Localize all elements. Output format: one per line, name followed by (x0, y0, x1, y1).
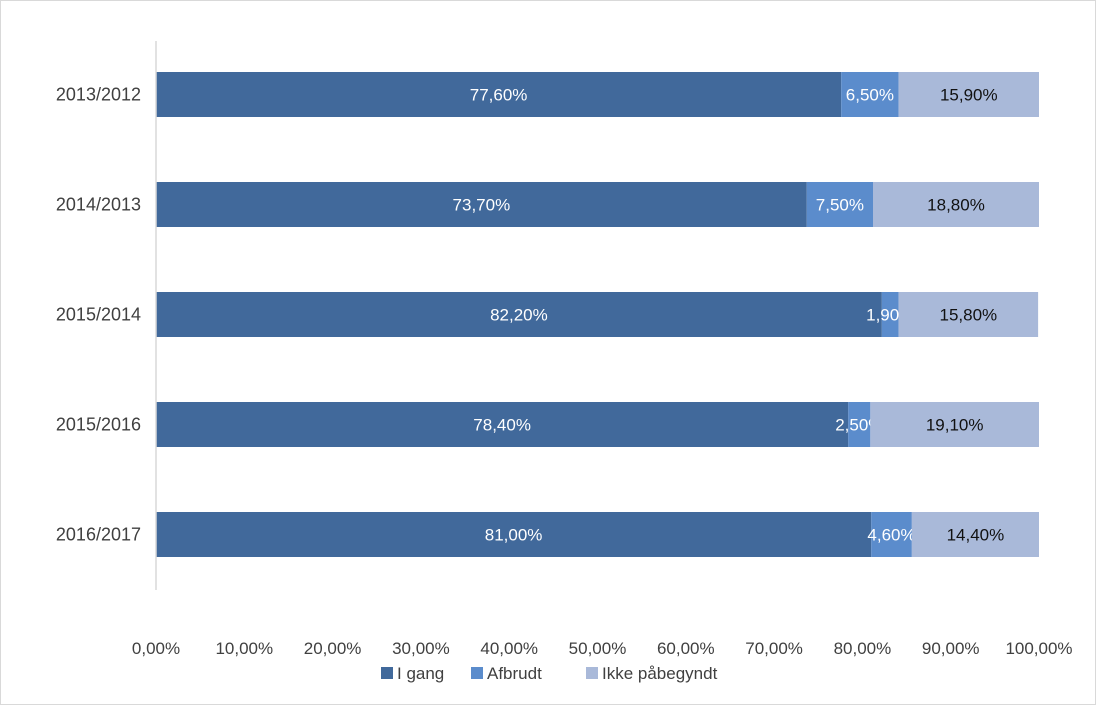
bar-segment (841, 72, 899, 117)
x-tick-label: 90,00% (922, 639, 980, 658)
x-tick-label: 70,00% (745, 639, 803, 658)
category-label: 2015/2014 (56, 305, 141, 325)
data-label: 78,40% (473, 416, 531, 435)
legend-label: Ikke påbegyndt (602, 664, 718, 683)
bar-segment (806, 182, 873, 227)
x-tick-label: 20,00% (304, 639, 362, 658)
bar-segment (156, 292, 882, 337)
data-label: 82,20% (490, 306, 548, 325)
data-label: 14,40% (947, 526, 1005, 545)
bar-segment (870, 402, 1039, 447)
bar-segment (881, 292, 899, 337)
bar-segment (156, 402, 849, 447)
data-label: 7,50% (816, 196, 864, 215)
legend-swatch (471, 667, 483, 679)
x-tick-label: 80,00% (834, 639, 892, 658)
data-label: 73,70% (453, 196, 511, 215)
data-label: 18,80% (927, 196, 985, 215)
category-label: 2014/2013 (56, 195, 141, 215)
bar-segment (871, 512, 912, 557)
bar-segment (898, 72, 1039, 117)
legend-label: I gang (397, 664, 444, 683)
category-label: 2015/2016 (56, 415, 141, 435)
data-label: 19,10% (926, 416, 984, 435)
legend-swatch (586, 667, 598, 679)
data-label: 15,80% (940, 306, 998, 325)
data-label: 6,50% (846, 86, 894, 105)
bar-segment (848, 402, 871, 447)
legend-swatch (381, 667, 393, 679)
data-label: 15,90% (940, 86, 998, 105)
data-label: 4,60% (867, 526, 915, 545)
x-tick-label: 50,00% (569, 639, 627, 658)
bar-segment (156, 512, 872, 557)
x-tick-label: 0,00% (132, 639, 180, 658)
bar-segment (156, 182, 807, 227)
bar-segment (156, 72, 842, 117)
x-tick-label: 100,00% (1005, 639, 1072, 658)
x-tick-label: 10,00% (215, 639, 273, 658)
bars-layer: 77,60% 6,50% 15,90% 73,70% 7,50% 18,80% 82,20%… (156, 72, 1039, 557)
data-label: 81,00% (485, 526, 543, 545)
legend: I gang Afbrudt Ikke påbegyndt (381, 664, 718, 683)
category-label: 2013/2012 (56, 85, 141, 105)
axis-layer: 2013/2012 2014/2013 2015/2014 2015/2016 2016… (56, 41, 1073, 658)
x-tick-label: 60,00% (657, 639, 715, 658)
legend-label: Afbrudt (487, 664, 542, 683)
x-tick-label: 30,00% (392, 639, 450, 658)
data-label: 77,60% (470, 86, 528, 105)
x-tick-label: 40,00% (480, 639, 538, 658)
bar-segment (898, 292, 1039, 337)
bar-segment (872, 182, 1039, 227)
bar-segment (911, 512, 1039, 557)
category-label: 2016/2017 (56, 525, 141, 545)
